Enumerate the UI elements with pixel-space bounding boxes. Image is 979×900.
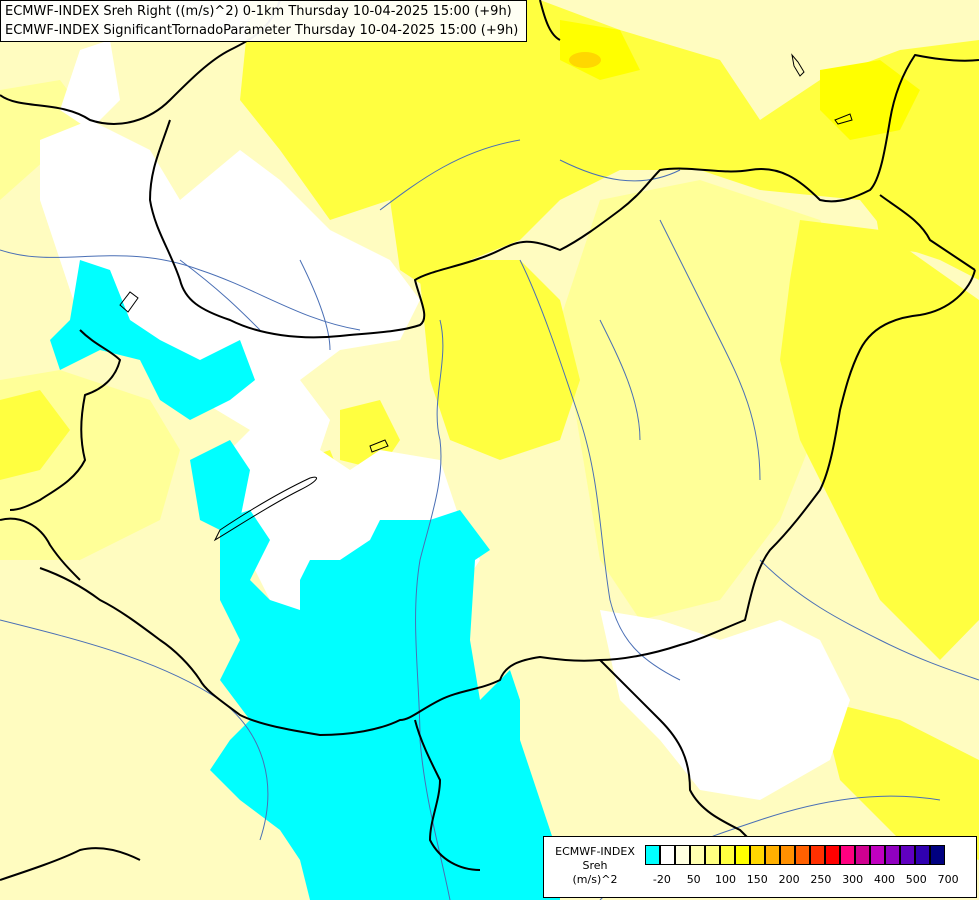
legend-swatch <box>645 845 660 865</box>
border-line <box>9 329 121 511</box>
legend-swatch <box>900 845 915 865</box>
cyan-field <box>290 640 320 700</box>
lake <box>791 53 805 77</box>
legend-tick-label: 150 <box>746 873 768 886</box>
legend-caption-unit: (m/s)^2 <box>572 873 618 886</box>
legend-swatch <box>750 845 765 865</box>
legend-swatch <box>915 845 930 865</box>
legend-swatch <box>870 845 885 865</box>
legend-caption: ECMWF-INDEX Sreh (m/s)^2 <box>546 845 644 887</box>
white-field <box>600 610 850 800</box>
color-legend: ECMWF-INDEX Sreh (m/s)^2 -20 50 100 150 200 2… <box>543 836 977 898</box>
legend-swatch <box>930 845 945 865</box>
legend-swatch <box>720 845 735 865</box>
legend-tick-label: 250 <box>810 873 832 886</box>
legend-swatch <box>735 845 750 865</box>
map-title-stp: ECMWF-INDEX SignificantTornadoParameter … <box>5 23 519 38</box>
river <box>599 319 641 441</box>
border-line <box>0 0 281 125</box>
river <box>179 259 261 331</box>
legend-swatch <box>660 845 675 865</box>
lake <box>369 439 389 453</box>
legend-tick-label: 50 <box>686 873 701 886</box>
yellow-field <box>0 390 70 480</box>
border-line <box>414 719 481 871</box>
lake <box>119 291 139 313</box>
cyan-field <box>190 440 250 530</box>
border-line <box>39 269 976 736</box>
legend-swatch <box>825 845 840 865</box>
legend-color-bar <box>645 845 945 867</box>
map-title-box: ECMWF-INDEX Sreh Right ((m/s)^2) 0-1km T… <box>0 0 527 42</box>
legend-tick-label: 400 <box>874 873 895 886</box>
border-line <box>0 847 141 881</box>
bright-yellow-field <box>820 60 920 140</box>
river <box>659 219 761 481</box>
river <box>759 559 979 681</box>
pale-yellow-field <box>560 180 860 620</box>
legend-swatch <box>690 845 705 865</box>
border-line <box>0 517 81 581</box>
legend-ticks: -20 50 100 150 200 250 300 400 500 700 <box>645 873 975 889</box>
river <box>0 249 361 331</box>
border-line <box>879 194 976 271</box>
legend-tick-label: 300 <box>842 873 864 886</box>
legend-swatch <box>780 845 795 865</box>
legend-swatch <box>885 845 900 865</box>
white-field <box>60 40 120 130</box>
river <box>415 319 451 900</box>
river <box>379 139 521 211</box>
legend-tick-label: 100 <box>715 873 736 886</box>
river <box>519 259 681 681</box>
legend-caption-model: ECMWF-INDEX <box>555 845 635 858</box>
yellow-field <box>240 0 979 290</box>
cyan-field <box>50 260 255 420</box>
river <box>299 259 331 351</box>
yellow-field <box>420 260 580 460</box>
legend-swatch <box>810 845 825 865</box>
border-line <box>149 54 979 339</box>
legend-swatch <box>840 845 855 865</box>
map-title-sreh: ECMWF-INDEX Sreh Right ((m/s)^2) 0-1km T… <box>5 4 512 19</box>
orange-core <box>569 52 601 68</box>
legend-tick-label: 700 <box>937 873 959 886</box>
cyan-field <box>210 510 560 900</box>
border-line <box>539 0 561 41</box>
yellow-field <box>820 700 979 860</box>
legend-tick-label: 500 <box>905 873 927 886</box>
yellow-field <box>780 220 979 660</box>
river <box>559 159 681 182</box>
legend-caption-param: Sreh <box>582 859 608 872</box>
legend-swatch <box>705 845 720 865</box>
legend-swatch <box>765 845 780 865</box>
legend-swatch <box>675 845 690 865</box>
legend-tick-label: 200 <box>778 873 800 886</box>
legend-swatch <box>855 845 870 865</box>
lake-balaton <box>213 476 318 542</box>
legend-tick-label: -20 <box>652 873 671 886</box>
legend-swatch <box>795 845 810 865</box>
lake <box>834 113 853 125</box>
